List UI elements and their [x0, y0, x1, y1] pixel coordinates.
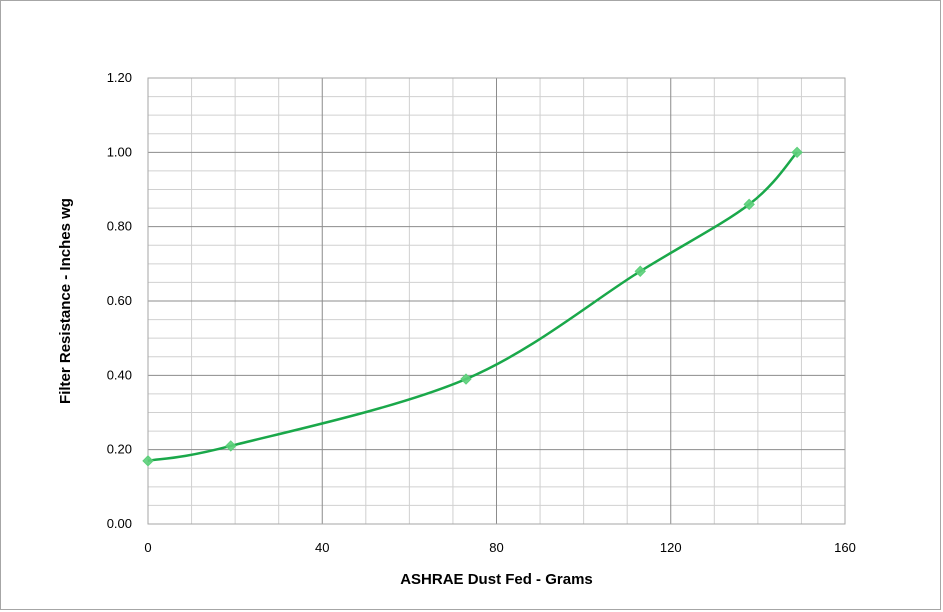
data-point-marker — [460, 373, 472, 385]
y-tick-label: 1.20 — [107, 70, 132, 85]
x-tick-labels: 0 40 80 120 160 — [144, 540, 855, 555]
x-tick-label: 160 — [834, 540, 856, 555]
x-tick-label: 120 — [660, 540, 682, 555]
y-tick-label: 0.40 — [107, 367, 132, 382]
plot-area — [147, 77, 846, 525]
data-point-marker — [142, 455, 154, 467]
data-point-marker — [225, 440, 237, 452]
series-group — [142, 146, 803, 467]
y-tick-labels: 0.00 0.20 0.40 0.60 0.80 1.00 1.20 — [107, 70, 132, 531]
x-tick-label: 80 — [489, 540, 503, 555]
y-tick-label: 1.00 — [107, 144, 132, 159]
y-tick-label: 0.20 — [107, 442, 132, 457]
x-axis-title: ASHRAE Dust Fed - Grams — [400, 571, 593, 588]
x-tick-label: 0 — [144, 540, 151, 555]
y-tick-label: 0.60 — [107, 293, 132, 308]
y-tick-label: 0.80 — [107, 219, 132, 234]
series-line — [147, 151, 799, 463]
y-tick-label: 0.00 — [107, 516, 132, 531]
major-gridlines — [147, 77, 846, 525]
data-point-marker — [634, 265, 646, 277]
y-axis-title: Filter Resistance - Inches wg — [57, 198, 74, 404]
data-point-marker — [743, 198, 755, 211]
x-tick-label: 40 — [315, 540, 329, 555]
data-point-marker — [791, 146, 803, 159]
